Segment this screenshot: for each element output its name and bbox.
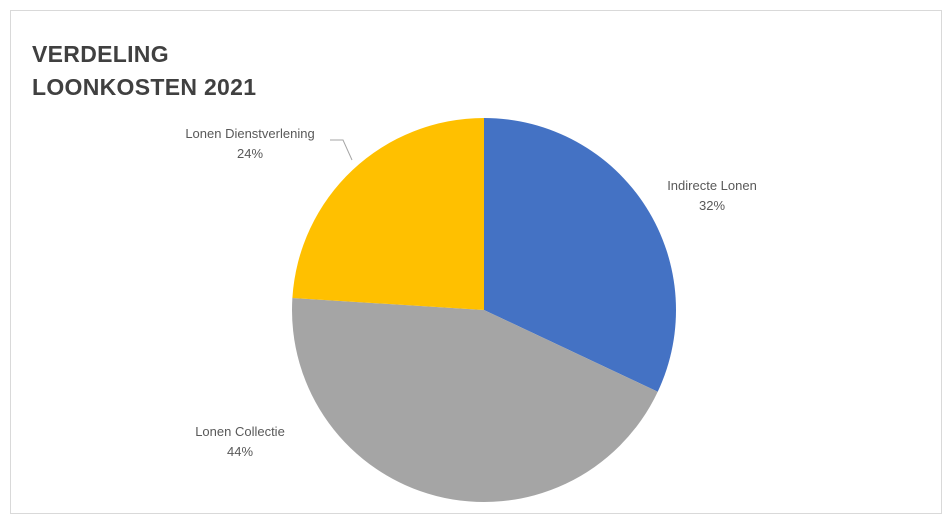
chart-title-line-2: LOONKOSTEN 2021	[32, 74, 257, 100]
slice-value-label: 44%	[227, 444, 253, 459]
leader-line-lonen-dienstverlening	[330, 139, 353, 161]
slice-value-label: 32%	[699, 198, 725, 213]
chart-title-line-1: VERDELING	[32, 41, 169, 67]
pie-slice-lonen-dienstverlening	[292, 118, 484, 310]
slice-value-label: 24%	[237, 146, 263, 161]
chart-title: VERDELING LOONKOSTEN 2021	[32, 38, 256, 104]
slice-category-label: Lonen Collectie	[195, 424, 285, 439]
pie-slice-lonen-collectie	[292, 297, 658, 503]
pie-slice-indirecte-lonen	[484, 118, 677, 392]
slice-category-label: Indirecte Lonen	[667, 178, 757, 193]
slice-category-label: Lonen Dienstverlening	[185, 126, 314, 141]
